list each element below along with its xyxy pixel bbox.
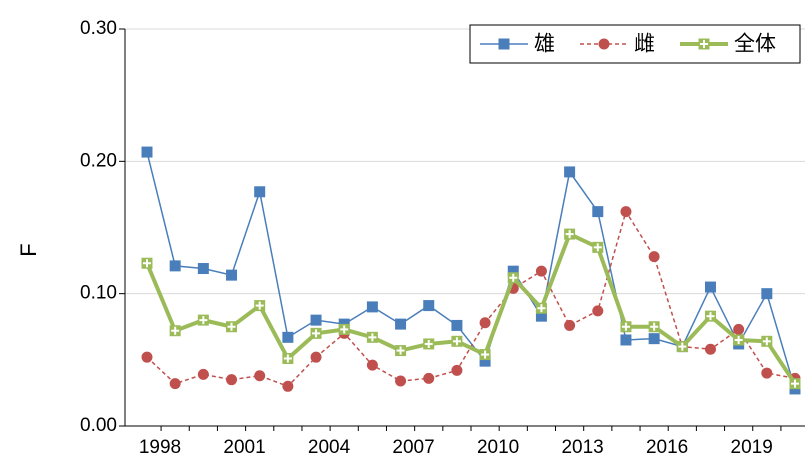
- y-tick-label: 0.20: [80, 150, 117, 171]
- marker: [479, 317, 491, 329]
- marker: [366, 301, 378, 313]
- y-tick-label: 0.00: [80, 415, 117, 436]
- marker: [498, 38, 510, 50]
- y-tick-label: 0.10: [80, 283, 117, 304]
- marker: [169, 378, 181, 390]
- legend-label: 全体: [734, 33, 776, 56]
- marker: [592, 206, 604, 218]
- marker: [507, 265, 519, 277]
- x-tick-label: 2010: [477, 437, 519, 458]
- marker: [395, 375, 407, 387]
- x-tick-label: 2007: [392, 437, 434, 458]
- marker: [366, 359, 378, 371]
- marker: [535, 265, 547, 277]
- marker: [761, 288, 773, 300]
- marker: [310, 314, 322, 326]
- marker: [197, 368, 209, 380]
- marker: [310, 351, 322, 363]
- legend-label: 雌: [634, 33, 655, 56]
- marker: [254, 186, 266, 198]
- x-tick-label: 2001: [223, 437, 265, 458]
- x-tick-label: 2019: [731, 437, 773, 458]
- marker: [451, 319, 463, 331]
- marker: [451, 364, 463, 376]
- marker: [423, 300, 435, 312]
- marker: [704, 343, 716, 355]
- marker: [169, 260, 181, 272]
- marker: [761, 367, 773, 379]
- series-line: [146, 151, 796, 390]
- marker: [733, 323, 745, 335]
- marker: [592, 305, 604, 317]
- marker: [395, 318, 407, 330]
- marker: [648, 251, 660, 263]
- marker: [648, 333, 660, 345]
- marker: [226, 374, 238, 386]
- marker: [197, 263, 209, 275]
- marker: [598, 38, 610, 50]
- marker: [620, 206, 632, 218]
- x-tick-label: 2004: [308, 437, 351, 458]
- marker: [423, 372, 435, 384]
- marker: [141, 146, 153, 158]
- marker: [479, 355, 491, 367]
- x-tick-label: 2013: [561, 437, 603, 458]
- marker: [620, 334, 632, 346]
- x-tick-label: 1998: [139, 437, 181, 458]
- y-axis-label: F: [16, 243, 41, 256]
- marker: [564, 319, 576, 331]
- series-line: [145, 231, 797, 385]
- x-tick-label: 2016: [646, 437, 688, 458]
- legend-label: 雄: [534, 33, 555, 56]
- marker: [141, 351, 153, 363]
- marker: [564, 166, 576, 178]
- marker: [254, 370, 266, 382]
- marker: [282, 331, 294, 343]
- marker: [704, 281, 716, 293]
- y-tick-label: 0.30: [80, 18, 117, 39]
- marker: [535, 310, 547, 322]
- marker: [226, 269, 238, 281]
- marker: [282, 380, 294, 392]
